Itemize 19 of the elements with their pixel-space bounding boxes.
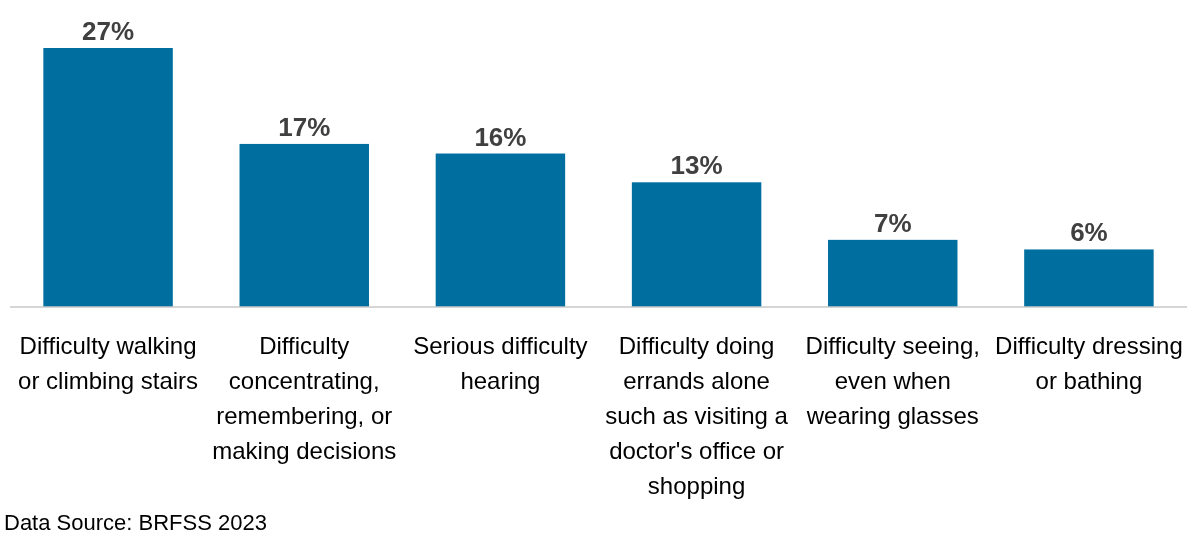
data-label: 17%	[278, 111, 331, 142]
bar	[828, 239, 958, 307]
x-tick-label: Difficulty concentrating, remembering, or making decisions	[212, 332, 397, 464]
x-tick-label: Difficulty walking or climbing stairs	[18, 332, 199, 394]
data-label: 6%	[1070, 217, 1108, 248]
data-label: 16%	[474, 121, 527, 152]
bar	[435, 153, 566, 307]
data-label: 7%	[873, 207, 912, 238]
x-tick-label: Serious difficulty hearing	[413, 332, 588, 394]
bar	[631, 182, 762, 307]
x-tick-label: Difficulty dressing or bathing	[995, 332, 1183, 394]
x-tick-label: Difficulty doing errands alone such as visiting a doctor's office or shopping	[605, 332, 789, 499]
data-label: 27%	[82, 16, 135, 46]
x-tick-label: Difficulty seeing, even when wearing glasses	[805, 332, 980, 429]
bar	[43, 48, 173, 307]
bar	[239, 143, 369, 307]
source-note: Data Source: BRFSS 2023	[4, 510, 267, 535]
data-label: 13%	[670, 150, 723, 181]
bar	[1024, 249, 1154, 307]
